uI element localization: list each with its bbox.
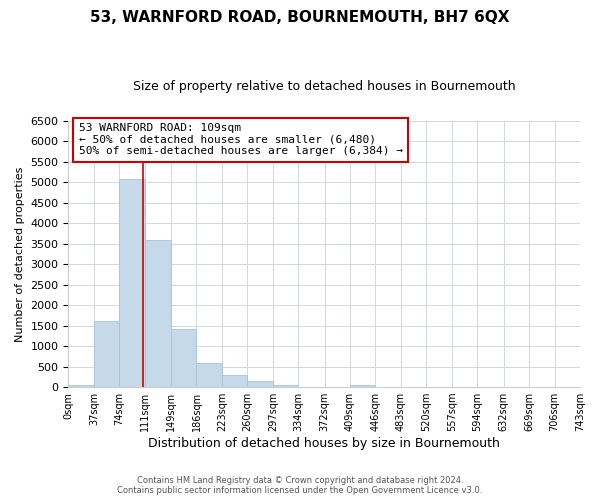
Bar	[119, 179, 145, 387]
Text: Contains HM Land Registry data © Crown copyright and database right 2024.
Contai: Contains HM Land Registry data © Crown c…	[118, 476, 482, 495]
Bar	[145, 240, 171, 387]
Y-axis label: Number of detached properties: Number of detached properties	[15, 166, 25, 342]
Bar	[94, 320, 119, 387]
Text: 53 WARNFORD ROAD: 109sqm
← 50% of detached houses are smaller (6,480)
50% of sem: 53 WARNFORD ROAD: 109sqm ← 50% of detach…	[79, 123, 403, 156]
Bar	[196, 363, 222, 387]
Bar	[273, 385, 298, 387]
Bar	[350, 385, 376, 387]
Bar	[171, 329, 196, 387]
Bar	[247, 381, 273, 387]
Title: Size of property relative to detached houses in Bournemouth: Size of property relative to detached ho…	[133, 80, 515, 93]
Bar	[222, 375, 247, 387]
X-axis label: Distribution of detached houses by size in Bournemouth: Distribution of detached houses by size …	[148, 437, 500, 450]
Bar	[68, 385, 94, 387]
Text: 53, WARNFORD ROAD, BOURNEMOUTH, BH7 6QX: 53, WARNFORD ROAD, BOURNEMOUTH, BH7 6QX	[90, 10, 510, 25]
